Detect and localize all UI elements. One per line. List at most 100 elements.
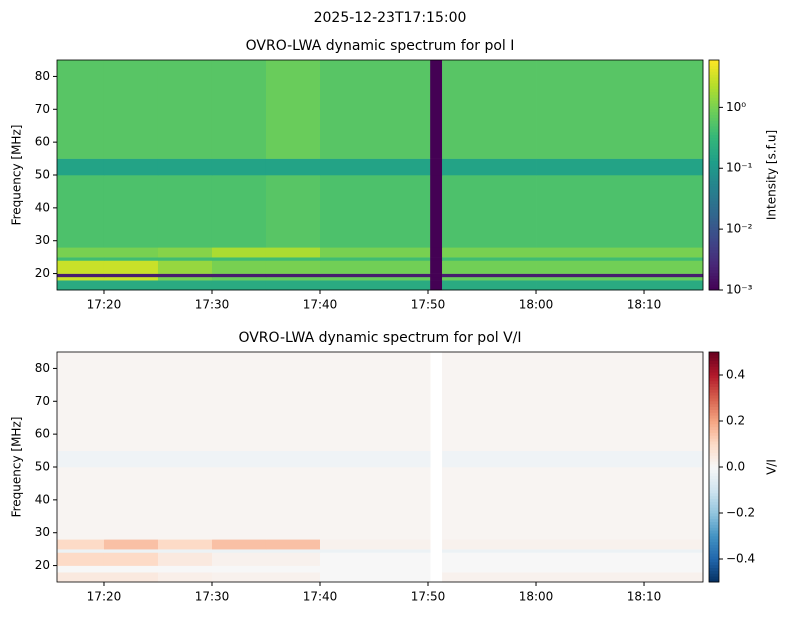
colorbar-slice: [709, 154, 719, 159]
x-tick-label: 18:10: [627, 590, 662, 604]
colorbar-slice: [709, 209, 719, 213]
spectrum-cell: [536, 60, 704, 159]
colorbar-slice: [709, 501, 719, 505]
colorbar-slice: [709, 527, 719, 531]
spectrum-cell: [103, 257, 159, 261]
colorbar-slice: [709, 536, 719, 540]
spectrum-cell: [157, 467, 213, 540]
spectrum-cell: [157, 568, 213, 573]
colorbar-slice: [709, 272, 719, 277]
spectrum-cell: [157, 549, 213, 553]
colorbar-slice: [709, 576, 719, 580]
spectrum-cell: [157, 158, 213, 176]
spectrum-cell: [430, 175, 443, 248]
colorbar-slice: [709, 106, 719, 110]
y-tick-label: 30: [35, 525, 50, 539]
colorbar-slice: [709, 134, 719, 139]
colorbar-slice: [709, 120, 719, 124]
spectrum-cell: [103, 158, 159, 176]
spectrum-cell: [442, 568, 537, 573]
colorbar-slice: [709, 377, 719, 382]
colorbar-slice: [709, 375, 719, 379]
spectrum-cell: [103, 352, 159, 451]
spectrum-cell: [442, 467, 537, 540]
colorbar-slice: [709, 513, 719, 517]
y-tick-label: 70: [35, 102, 50, 116]
spectrum-cell: [265, 572, 321, 583]
spectrum-cell: [157, 175, 213, 248]
spectrum-cell: [442, 257, 537, 261]
colorbar-slice: [709, 415, 719, 419]
colorbar-slice: [709, 172, 719, 176]
spectrum-cell: [430, 280, 443, 291]
colorbar-slice: [709, 91, 719, 95]
spectrum-cell: [211, 467, 267, 540]
panel-title: OVRO-LWA dynamic spectrum for pol V/I: [238, 330, 521, 346]
spectrum-cell: [103, 280, 159, 291]
y-tick-label: 60: [35, 135, 50, 149]
spectrum-cell: [57, 60, 105, 159]
spectrum-cell: [320, 247, 431, 258]
spectrum-cell: [157, 552, 213, 566]
colorbar-slice: [709, 140, 719, 144]
colorbar-slice: [709, 129, 719, 133]
spectrum-cell: [320, 280, 431, 291]
spectrum-cell: [320, 565, 431, 570]
spectrum-cell: [57, 568, 105, 573]
x-tick-label: 17:50: [411, 298, 446, 312]
colorbar-slice: [709, 255, 719, 259]
spectrum-cell: [536, 175, 704, 248]
colorbar-slice: [709, 94, 719, 98]
colorbar-slice: [709, 258, 719, 262]
spectrum-cell: [211, 257, 267, 261]
colorbar-slice: [709, 269, 719, 274]
colorbar-slice: [709, 435, 719, 439]
colorbar-slice: [709, 235, 719, 239]
colorbar-slice: [709, 538, 719, 543]
spectrum-cell: [103, 539, 159, 550]
spectrum-cell: [430, 60, 443, 159]
spectrum-cell: [536, 276, 704, 281]
colorbar-slice: [709, 88, 719, 93]
colorbar-slice: [709, 74, 719, 78]
spectrum-cell: [57, 552, 105, 566]
colorbar-slice: [709, 232, 719, 236]
colorbar-slice: [709, 183, 719, 187]
spectrum-cell: [536, 467, 704, 540]
spectrum-cell: [211, 549, 267, 553]
colorbar-slice: [709, 438, 719, 442]
colorbar-slice: [709, 418, 719, 422]
colorbar-slice: [709, 189, 719, 193]
colorbar-slice: [709, 83, 719, 87]
colorbar-slice: [709, 352, 719, 356]
spectrum-cell: [430, 158, 443, 176]
colorbar-slice: [709, 446, 719, 451]
colorbar-slice: [709, 441, 719, 445]
spectrum-cell: [57, 352, 105, 451]
x-tick-label: 17:40: [303, 590, 338, 604]
spectrum-cell: [320, 260, 431, 274]
colorbar-slice: [709, 71, 719, 75]
y-tick-label: 20: [35, 266, 50, 280]
spectrum-cell: [103, 467, 159, 540]
colorbar-slice: [709, 518, 719, 523]
colorbar-slice: [709, 363, 719, 367]
colorbar-tick-label: 10⁻²: [726, 222, 753, 236]
colorbar-slice: [709, 252, 719, 256]
spectrum-cell: [265, 450, 321, 468]
colorbar-slice: [709, 117, 719, 121]
colorbar-slice: [709, 570, 719, 574]
colorbar-slice: [709, 143, 719, 147]
spectrum-cell: [442, 352, 537, 451]
spectrum-cell: [536, 450, 704, 468]
colorbar-tick-label: 10⁻³: [726, 283, 753, 297]
colorbar-slice: [709, 131, 719, 136]
colorbar-slice: [709, 449, 719, 454]
spectrum-cell: [320, 467, 431, 540]
colorbar-slice: [709, 383, 719, 387]
spectrum-cell: [430, 276, 443, 281]
colorbar-tick-label: −0.4: [726, 552, 755, 566]
colorbar-slice: [709, 550, 719, 554]
spectrum-cell: [265, 280, 321, 291]
y-tick-label: 50: [35, 168, 50, 182]
